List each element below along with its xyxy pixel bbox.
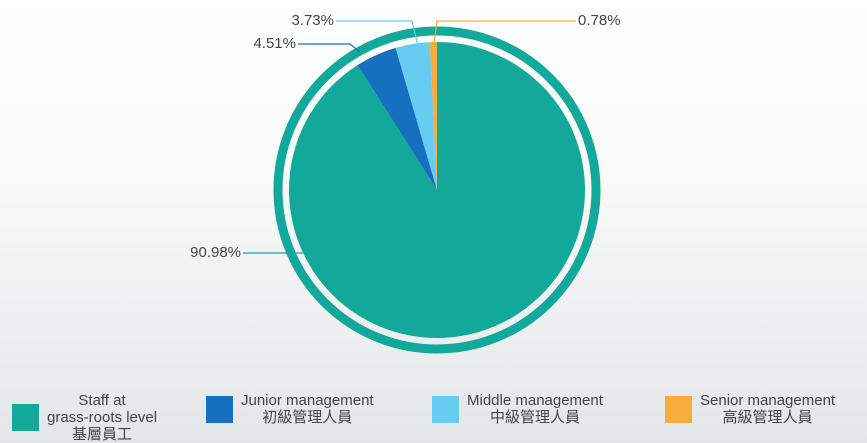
leader-line xyxy=(433,20,576,45)
pie-slice xyxy=(429,42,437,190)
legend-label: Junior management 初級管理人員 xyxy=(241,392,374,426)
outer-ring xyxy=(273,26,601,354)
legend-swatch xyxy=(665,395,692,423)
data-label: 4.51% xyxy=(253,35,296,52)
pie-slice xyxy=(288,42,585,338)
legend-label: Middle management 中級管理人員 xyxy=(467,392,603,426)
legend-item: Staff at grass-roots level 基層員工 xyxy=(12,392,157,443)
leader-line xyxy=(298,43,361,53)
legend-label: Staff at grass-roots level 基層員工 xyxy=(47,392,158,443)
legend-item: Junior management 初級管理人員 xyxy=(206,392,374,426)
data-label: 90.98% xyxy=(190,244,241,261)
legend-swatch xyxy=(432,395,459,423)
legend-item: Senior management 高級管理人員 xyxy=(665,392,835,426)
pie-slice xyxy=(357,47,437,190)
legend-swatch xyxy=(12,404,39,431)
legend-label: Senior management 高級管理人員 xyxy=(700,392,836,426)
legend-swatch xyxy=(206,395,233,423)
chart: 90.98% 4.51% 3.73% 0.78% xyxy=(190,12,621,354)
leader-line xyxy=(336,20,419,47)
data-label: 3.73% xyxy=(291,12,334,29)
pie-slice xyxy=(395,42,437,190)
data-label: 0.78% xyxy=(578,12,621,29)
legend-item: Middle management 中級管理人員 xyxy=(432,392,603,426)
